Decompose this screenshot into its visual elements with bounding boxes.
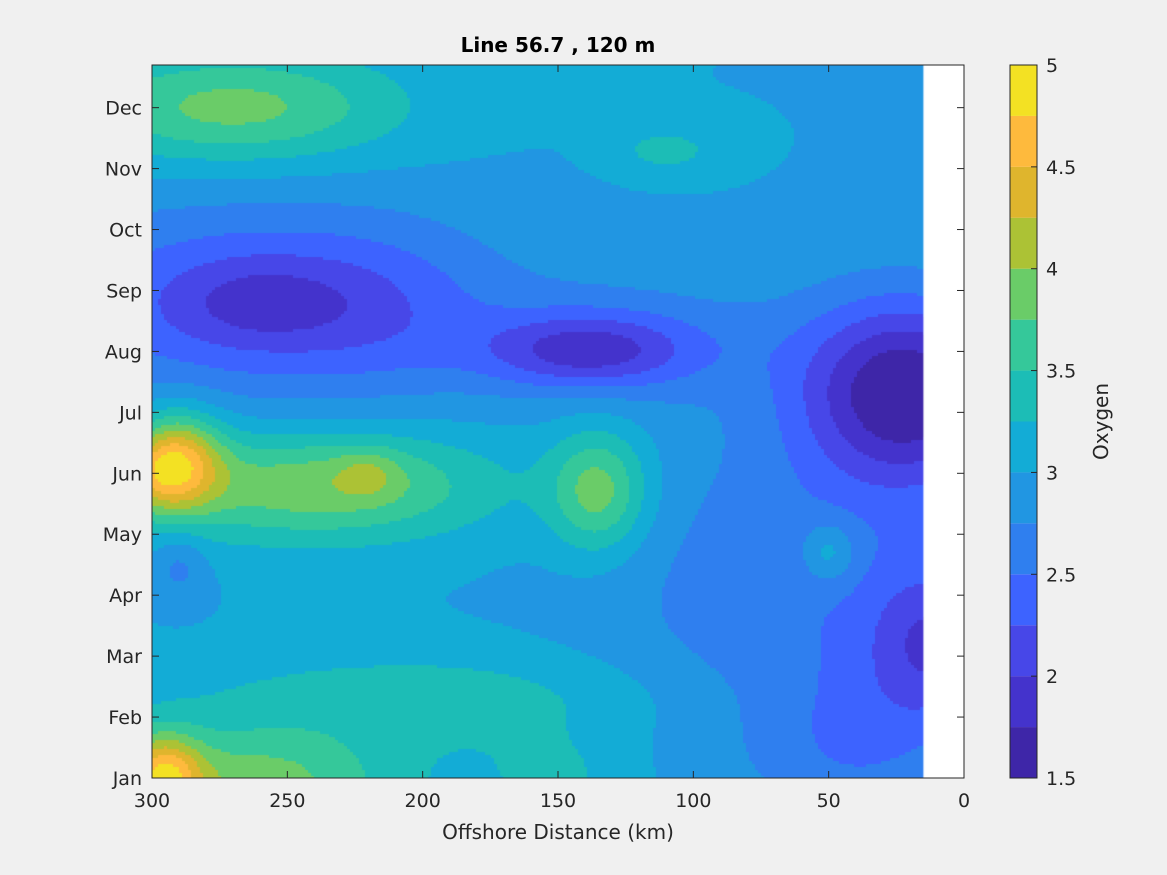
colorbar-band	[1010, 574, 1037, 626]
colorbar-tick-label: 4.5	[1046, 157, 1076, 179]
colorbar-band	[1010, 166, 1037, 218]
colorbar-band	[1010, 65, 1037, 116]
y-tick-label: Sep	[106, 280, 142, 302]
colorbar-frame	[1009, 64, 1038, 779]
colorbar-band	[1010, 370, 1037, 422]
x-tick-label: 200	[405, 790, 441, 812]
y-tick-label: Jul	[118, 402, 142, 424]
y-tick-label: Jan	[112, 768, 142, 790]
colorbar-tick-label: 3	[1046, 462, 1058, 484]
colorbar-label: Oxygen	[1089, 383, 1113, 460]
y-tick-label: Apr	[109, 585, 142, 607]
colorbar-band	[1010, 268, 1037, 320]
x-tick-label: 150	[540, 790, 576, 812]
colorbar-tick-label: 3.5	[1046, 361, 1076, 383]
colorbar-tick-label: 4	[1046, 259, 1058, 281]
colorbar-tick-label: 2.5	[1046, 564, 1076, 586]
colorbar-band	[1010, 676, 1037, 728]
x-tick-label: 50	[817, 790, 841, 812]
x-tick-label: 0	[958, 790, 970, 812]
colorbar-band	[1010, 727, 1037, 778]
colorbar-band	[1010, 472, 1037, 524]
colorbar-band	[1010, 625, 1037, 677]
colorbar-tick-label: 1.5	[1046, 768, 1076, 790]
x-axis: 300 250 200 150 100 50 0	[134, 65, 970, 812]
y-tick-label: Feb	[108, 707, 142, 729]
x-axis-label: Offshore Distance (km)	[442, 820, 674, 844]
colorbar-band	[1010, 115, 1037, 167]
colorbar-band	[1010, 319, 1037, 371]
y-tick-label: Aug	[105, 341, 142, 363]
colorbar-band	[1010, 217, 1037, 269]
colorbar-tick-label: 2	[1046, 666, 1058, 688]
y-tick-label: Jun	[111, 463, 142, 485]
chart-title: Line 56.7 , 120 m	[461, 33, 656, 57]
y-tick-label: Mar	[106, 646, 142, 668]
colorbar-band	[1010, 523, 1037, 575]
contour-field	[152, 65, 964, 778]
y-tick-label: Dec	[105, 98, 142, 120]
y-tick-label: Nov	[105, 159, 142, 181]
y-tick-label: May	[103, 524, 142, 546]
x-tick-label: 250	[269, 790, 305, 812]
x-tick-label: 100	[675, 790, 711, 812]
y-axis: Jan Feb Mar Apr May Jun Jul Aug Sep Oct Nov Dec	[103, 98, 964, 790]
colorbar-band	[1010, 421, 1037, 473]
contour-fill-image	[152, 65, 964, 778]
colorbar: 1.5 2 2.5 3 3.5 4 4.5 5	[1009, 55, 1076, 790]
x-tick-label: 300	[134, 790, 170, 812]
colorbar-tick-label: 5	[1046, 55, 1058, 77]
y-tick-label: Oct	[109, 220, 142, 242]
